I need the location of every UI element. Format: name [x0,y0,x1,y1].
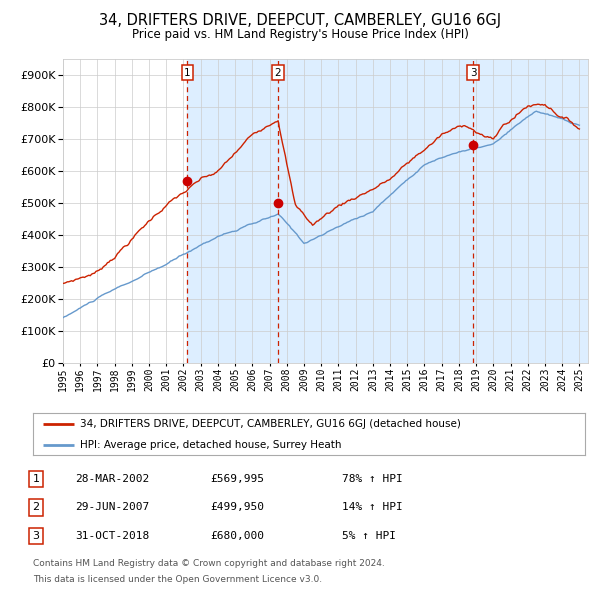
Text: 34, DRIFTERS DRIVE, DEEPCUT, CAMBERLEY, GU16 6GJ (detached house): 34, DRIFTERS DRIVE, DEEPCUT, CAMBERLEY, … [80,419,461,428]
Text: 28-MAR-2002: 28-MAR-2002 [75,474,149,484]
Text: Contains HM Land Registry data © Crown copyright and database right 2024.: Contains HM Land Registry data © Crown c… [33,559,385,568]
Text: 2: 2 [275,68,281,78]
Text: £499,950: £499,950 [210,503,264,512]
Text: 31-OCT-2018: 31-OCT-2018 [75,531,149,540]
Text: 34, DRIFTERS DRIVE, DEEPCUT, CAMBERLEY, GU16 6GJ: 34, DRIFTERS DRIVE, DEEPCUT, CAMBERLEY, … [99,13,501,28]
Bar [187,59,278,363]
Text: 5% ↑ HPI: 5% ↑ HPI [342,531,396,540]
Text: 2: 2 [32,503,40,512]
Bar [473,59,588,363]
Bar [278,59,473,363]
Text: £680,000: £680,000 [210,531,264,540]
Text: £569,995: £569,995 [210,474,264,484]
Text: 29-JUN-2007: 29-JUN-2007 [75,503,149,512]
Text: 1: 1 [32,474,40,484]
Text: 1: 1 [184,68,191,78]
Text: HPI: Average price, detached house, Surrey Heath: HPI: Average price, detached house, Surr… [80,440,341,450]
Text: Price paid vs. HM Land Registry's House Price Index (HPI): Price paid vs. HM Land Registry's House … [131,28,469,41]
Text: 3: 3 [32,531,40,540]
Text: 14% ↑ HPI: 14% ↑ HPI [342,503,403,512]
Text: This data is licensed under the Open Government Licence v3.0.: This data is licensed under the Open Gov… [33,575,322,584]
Text: 78% ↑ HPI: 78% ↑ HPI [342,474,403,484]
Text: 3: 3 [470,68,476,78]
